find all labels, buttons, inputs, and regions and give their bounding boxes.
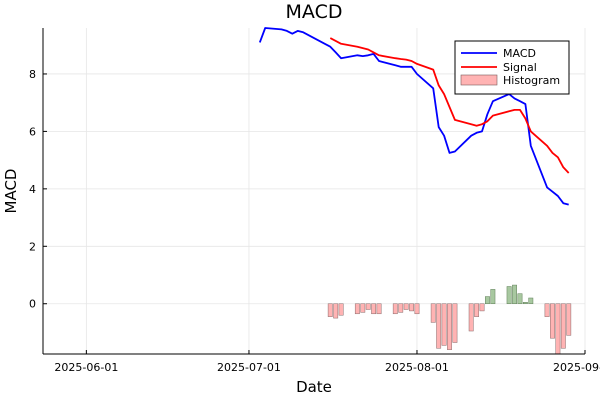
histogram-bar xyxy=(479,303,485,312)
histogram-bars xyxy=(327,284,572,355)
x-tick-label: 2025-06-01 xyxy=(54,361,118,374)
axes xyxy=(42,28,585,355)
series-line-macd xyxy=(258,27,569,206)
chart-title: MACD xyxy=(286,1,343,23)
series-line-signal xyxy=(329,37,570,174)
histogram-bar xyxy=(522,302,528,304)
histogram-bar xyxy=(392,303,398,315)
histogram-bar xyxy=(506,286,512,304)
legend: MACD Signal Histogram xyxy=(454,40,570,95)
histogram-bar xyxy=(441,303,447,346)
x-tick-label: 2025-07-01 xyxy=(217,361,281,374)
legend-label-macd: MACD xyxy=(503,47,536,60)
histogram-bar xyxy=(360,303,366,313)
histogram-bar xyxy=(398,303,404,313)
histogram-bar xyxy=(517,293,523,304)
histogram-bar xyxy=(555,303,561,355)
histogram-bar xyxy=(327,303,333,317)
histogram-bar xyxy=(409,303,414,312)
series-lines xyxy=(258,27,570,206)
x-tick-label: 2025-08-01 xyxy=(385,361,449,374)
histogram-bar xyxy=(338,303,344,316)
histogram-bar xyxy=(550,303,555,339)
y-tick-label: 0 xyxy=(29,298,36,311)
legend-swatch-histogram xyxy=(460,74,498,86)
histogram-bar xyxy=(354,303,360,315)
histogram-bar xyxy=(333,303,339,319)
histogram-bar xyxy=(430,303,436,323)
histogram-bar xyxy=(560,303,566,349)
histogram-bar xyxy=(403,303,409,310)
histogram-bar xyxy=(452,303,458,343)
y-tick-label: 2 xyxy=(29,240,36,253)
histogram-bar xyxy=(436,303,442,349)
histogram-bar xyxy=(528,297,534,304)
histogram-bar xyxy=(490,289,496,304)
histogram-bar xyxy=(414,303,420,315)
y-ticks: 0 2 4 6 8 xyxy=(29,68,47,311)
legend-label-signal: Signal xyxy=(503,61,537,74)
histogram-bar xyxy=(474,303,480,317)
histogram-bar xyxy=(544,303,550,317)
histogram-bar xyxy=(485,296,490,304)
histogram-bar xyxy=(566,303,572,336)
y-tick-label: 4 xyxy=(29,183,36,196)
y-tick-label: 6 xyxy=(29,125,36,138)
histogram-bar xyxy=(447,303,452,350)
histogram-bar xyxy=(365,303,371,310)
histogram-bar xyxy=(376,303,382,315)
histogram-bar xyxy=(512,284,517,304)
x-tick-label: 2025-09-01 xyxy=(553,361,600,374)
histogram-bar xyxy=(468,303,474,332)
legend-label-histogram: Histogram xyxy=(503,74,560,87)
y-axis-label: MACD xyxy=(2,169,20,214)
x-axis-label: Date xyxy=(296,378,332,396)
x-ticks: 2025-06-01 2025-07-01 2025-08-01 2025-09-01 xyxy=(54,350,600,374)
histogram-bar xyxy=(371,303,377,315)
y-tick-label: 8 xyxy=(29,68,36,81)
